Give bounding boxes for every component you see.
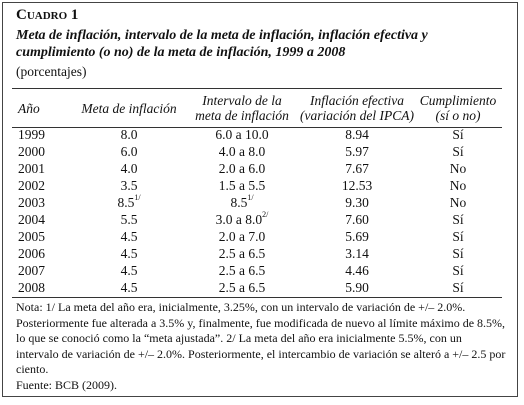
table-cell: No [449,178,467,193]
table-cell: 5.90 [345,280,369,295]
table-cell: 2008 [18,280,45,295]
notes: Nota: 1/ La meta del año era, inicialmen… [16,300,506,393]
header-line: (sí o no) [435,108,481,123]
header-line: (variación del IPCA) [300,108,414,123]
table-cell: 4.5 [120,229,138,244]
header-line: Año [18,100,40,116]
table-cell: Sí [452,229,464,244]
cell-text: 3.0 a 8.0 [215,212,263,227]
table-row: 2003 8.51/8.51/9.30 No [12,194,502,211]
table-cell: Sí [452,144,464,159]
table-cell: Sí [452,263,464,278]
cell-text: 8.5 [117,195,135,210]
table-row: 2004 5.5 3.0 a 8.02/7.60 Sí [12,211,502,228]
table-cell: 4.0 [120,161,138,176]
table-cell: 4.0 a 8.0 [218,144,266,159]
data-table: Año Meta de inflación Intervalo de la meta … [12,90,502,296]
table-row: 2001 4.0 2.0 a 6.0 7.67 No [12,160,502,177]
table-cell: 2003 [18,195,45,210]
footnote-marker: 1/ [247,193,254,202]
table-cell: No [449,161,467,176]
cell-text: 8.5 [230,195,248,210]
table-cell: 2.0 a 7.0 [218,229,266,244]
table-row: 2005 4.5 2.0 a 7.0 5.69 Sí [12,228,502,245]
table-cell: 2004 [18,212,45,227]
table-cell: 2007 [18,263,45,278]
table-cell: 6.0 [120,144,138,159]
rule [12,88,502,89]
table-cell: 2.0 a 6.0 [218,161,266,176]
table-cell: 8.51/ [184,194,300,211]
table-cell: Sí [452,212,464,227]
table-cell: 9.30 [345,195,369,210]
table-cell: Sí [452,280,464,295]
table-cell: 1.5 a 5.5 [218,178,266,193]
table-cell: Sí [452,246,464,261]
table-cell: 5.97 [345,144,369,159]
table-cell: 6.0 a 10.0 [215,127,269,142]
table-cell: 5.5 [120,212,138,227]
table-label: Cuadro 1 [16,7,79,23]
column-header: Intervalo de la meta de inflación [184,90,300,126]
table-row: 1999 8.0 6.0 a 10.0 8.94 Sí [12,126,502,143]
footnote-marker: 2/ [262,210,269,219]
column-header: Meta de inflación [74,90,184,126]
footnote-marker: 1/ [134,193,141,202]
table-cell: No [449,195,467,210]
table-cell: 8.94 [345,127,369,142]
table-cell: 2006 [18,246,45,261]
rule [12,127,502,128]
table-cell: 4.46 [345,263,369,278]
header-line: Inflación efectiva [309,93,405,108]
table-cell: 2.5 a 6.5 [218,263,266,278]
table-cell: 2.5 a 6.5 [218,246,266,261]
table-title: Meta de inflación, intervalo de la meta … [16,28,428,60]
table-cell: 4.5 [120,246,138,261]
column-header: Inflación efectiva (variación del IPCA) [300,90,414,126]
note-text: Nota: 1/ La meta del año era, inicialmen… [16,300,506,376]
table-cell: 2005 [18,229,45,244]
table-cell: 5.69 [345,229,369,244]
header-line: Cumplimiento [419,93,497,108]
table-cell: 1999 [18,127,45,142]
table-cell: 8.51/ [74,194,184,211]
column-header: Cumplimiento (sí o no) [414,90,502,126]
table-cell: 4.5 [120,263,138,278]
table-cell: 7.67 [345,161,369,176]
table-subtitle: (porcentajes) [16,64,87,79]
table-row: 2008 4.5 2.5 a 6.5 5.90 Sí [12,279,502,296]
table-row: 2006 4.5 2.5 a 6.5 3.14 Sí [12,245,502,262]
column-header: Año [12,90,74,126]
table-cell: 7.60 [345,212,369,227]
table-cell: 3.0 a 8.02/ [184,211,300,228]
table-cell: 2000 [18,144,45,159]
table-cell: 4.5 [120,280,138,295]
table-cell: 3.14 [345,246,369,261]
table-row: 2002 3.5 1.5 a 5.5 12.53 No [12,177,502,194]
table-cell: Sí [452,127,464,142]
frame [2,2,518,397]
table-cell: 2.5 a 6.5 [218,280,266,295]
table-row: 2000 6.0 4.0 a 8.0 5.97 Sí [12,143,502,160]
table-cell: 2001 [18,161,45,176]
header-line: Meta de inflación [81,100,177,116]
header-line: Intervalo de la [202,93,282,108]
table-cell: 8.0 [120,127,138,142]
table-cell: 12.53 [341,178,373,193]
table-cell: 3.5 [120,178,138,193]
header-line: meta de inflación [195,108,289,123]
rule [12,297,502,298]
table-row: 2007 4.5 2.5 a 6.5 4.46 Sí [12,262,502,279]
source: Fuente: BCB (2009). [16,377,117,392]
table-cell: 2002 [18,178,45,193]
